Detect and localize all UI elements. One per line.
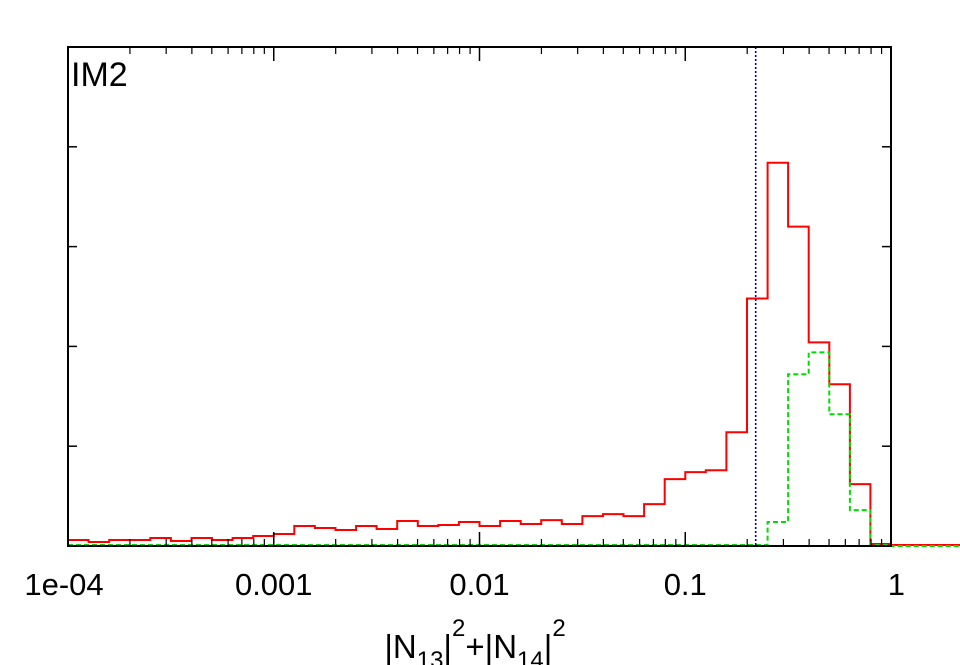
x-axis-title: |N13|2+|N14|2: [384, 615, 565, 665]
histogram-series-2: [68, 351, 960, 547]
x-axis-title-part: 13: [417, 647, 444, 665]
tick-layer: [67, 46, 892, 547]
x-axis-title-part: 2: [452, 615, 465, 642]
x-tick-labels: 1e-04 0.001 0.01 0.1 1: [24, 567, 905, 602]
x-axis-title-part: 2: [552, 615, 565, 642]
x-axis-title-part: +|N: [465, 628, 517, 665]
panel-label: IM2: [71, 56, 128, 94]
x-axis-title-part: 14: [517, 647, 544, 665]
series-layer: [68, 161, 960, 547]
x-axis-title-part: |N: [384, 628, 416, 665]
histogram-series-1: [68, 161, 960, 546]
x-tick-label: 0.1: [664, 567, 707, 602]
x-axis-title-part: |: [443, 628, 452, 665]
x-tick-label: 0.001: [235, 567, 313, 602]
x-tick-label: 1e-04: [24, 567, 103, 602]
x-axis-title-part: |: [544, 628, 553, 665]
x-tick-label: 0.01: [449, 567, 509, 602]
x-tick-label: 1: [888, 567, 905, 602]
